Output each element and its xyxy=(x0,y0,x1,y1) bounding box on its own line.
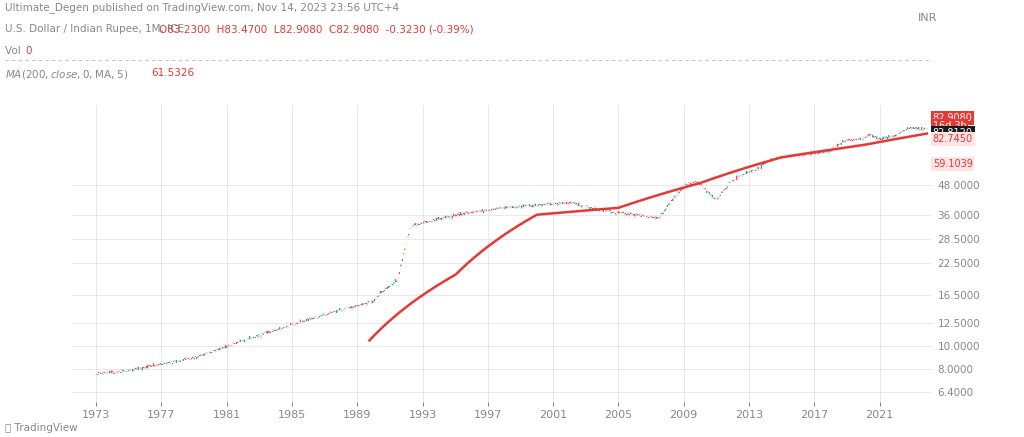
Text: 82.9080: 82.9080 xyxy=(933,113,973,123)
Text: 61.5326: 61.5326 xyxy=(152,68,195,78)
Text: Vol: Vol xyxy=(5,46,28,56)
Text: Ⓣ TradingView: Ⓣ TradingView xyxy=(5,423,78,433)
Text: 59.1039: 59.1039 xyxy=(933,159,973,169)
Text: U.S. Dollar / Indian Rupee, 1M, ICE: U.S. Dollar / Indian Rupee, 1M, ICE xyxy=(5,24,190,34)
Text: 16d 3h: 16d 3h xyxy=(933,121,967,131)
Text: 82.8120: 82.8120 xyxy=(933,128,973,138)
Text: 0: 0 xyxy=(26,46,32,56)
Text: $MA (200, close, 0, $MA, 5): $MA (200, close, 0, $MA, 5) xyxy=(5,68,133,81)
Text: Ultimate_Degen published on TradingView.com, Nov 14, 2023 23:56 UTC+4: Ultimate_Degen published on TradingView.… xyxy=(5,2,399,13)
Text: O83.2300  H83.4700  L82.9080  C82.9080  -0.3230 (-0.39%): O83.2300 H83.4700 L82.9080 C82.9080 -0.3… xyxy=(159,24,473,34)
Text: INR: INR xyxy=(918,13,937,23)
Text: 82.7450: 82.7450 xyxy=(933,134,973,144)
